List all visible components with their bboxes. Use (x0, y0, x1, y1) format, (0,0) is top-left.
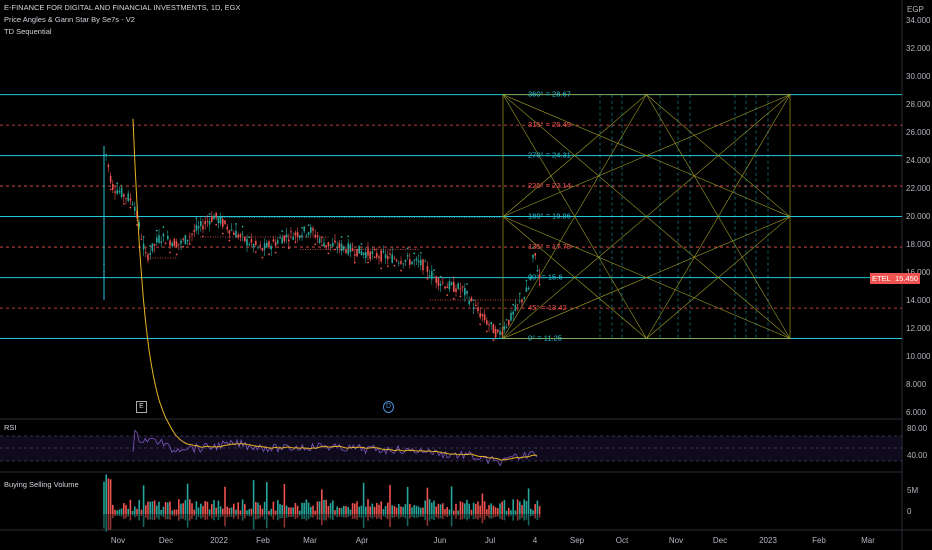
time-tick-label: Dec (713, 536, 727, 545)
volume-pane: 5M 0 (103, 474, 918, 532)
time-tick-label: Nov (669, 536, 683, 545)
price-tick-label: 26.000 (906, 128, 931, 137)
price-tick-label: 8.000 (906, 380, 927, 389)
last-price-symbol-tag: ETEL (870, 273, 893, 284)
last-price-tag: 15.450 (893, 273, 920, 284)
price-tick-label: 16.000 (906, 268, 931, 277)
gann-star-box (502, 94, 791, 339)
time-tick-label: 4 (533, 536, 538, 545)
td-sequential-marks (103, 182, 541, 342)
time-tick-label: Oct (616, 536, 629, 545)
rsi-pane: 80.00 40.00 (0, 118, 928, 467)
time-tick-label: Nov (111, 536, 125, 545)
volume-tick-5m: 5M (907, 486, 918, 495)
rsi-tick-40: 40.00 (907, 451, 928, 460)
price-tick-label: 30.000 (906, 72, 931, 81)
time-tick-label: Jun (434, 536, 447, 545)
price-tick-label: 10.000 (906, 352, 931, 361)
gann-level-label: 180° = 19.96 (528, 212, 571, 221)
time-tick-label: 2022 (210, 536, 228, 545)
price-tick-label: 28.000 (906, 100, 931, 109)
earnings-marker-icon[interactable]: E (136, 401, 147, 413)
time-tick-label: 2023 (759, 536, 777, 545)
symbol-title[interactable]: E-FINANCE FOR DIGITAL AND FINANCIAL INVE… (4, 3, 241, 12)
time-tick-label: Sep (570, 536, 585, 545)
price-tick-label: 18.000 (906, 240, 931, 249)
rsi-tick-80: 80.00 (907, 424, 928, 433)
dividend-marker-icon[interactable]: D (383, 401, 394, 413)
gann-level-label: 90° = 15.6 (528, 273, 563, 282)
rsi-ma-line (132, 118, 538, 461)
gann-level-label: 225° = 22.14 (528, 181, 571, 190)
time-tick-label: Jul (485, 536, 495, 545)
time-tick-label: Feb (812, 536, 826, 545)
price-tick-label: 12.000 (906, 324, 931, 333)
time-tick-label: Mar (861, 536, 875, 545)
price-tick-label: 22.000 (906, 184, 931, 193)
gann-level-label: 315° = 26.49 (528, 120, 571, 129)
candlestick-series (103, 146, 541, 340)
gann-level-label: 45° = 13.42 (528, 303, 567, 312)
currency-label: EGP (907, 5, 924, 14)
price-axis[interactable]: 34.000 32.000 30.000 28.000 26.000 24.000 22.0… (906, 16, 931, 417)
price-tick-label: 20.000 (906, 212, 931, 221)
time-tick-label: Feb (256, 536, 270, 545)
time-tick-label: Apr (356, 536, 369, 545)
time-tick-label: Dec (159, 536, 173, 545)
gann-level-lines (0, 94, 902, 339)
gann-level-label: 270° = 24.31 (528, 151, 571, 160)
time-tick-label: Mar (303, 536, 317, 545)
rsi-title[interactable]: RSI (4, 423, 17, 432)
price-tick-label: 6.000 (906, 408, 927, 417)
volume-tick-0: 0 (907, 507, 912, 516)
gann-level-label: 0° = 11.25 (528, 334, 562, 343)
volume-title[interactable]: Buying Selling Volume (4, 480, 79, 489)
rsi-line (132, 429, 538, 467)
gann-level-label: 360° = 28.67 (528, 90, 571, 99)
gann-level-label: 135° = 17.78 (528, 242, 571, 251)
price-tick-label: 32.000 (906, 44, 931, 53)
indicator-td-title[interactable]: TD Sequential (4, 27, 52, 36)
gann-level-labels: 360° = 28.67 315° = 26.49 270° = 24.31 225°… (528, 90, 571, 343)
time-axis[interactable]: Nov Dec 2022 Feb Mar Apr Jun Jul 4 Sep Oct Nov Dec 20… (111, 536, 875, 545)
indicator-gann-title[interactable]: Price Angles & Gann Star By Se7s - V2 (4, 15, 135, 24)
price-tick-label: 24.000 (906, 156, 931, 165)
price-tick-label: 14.000 (906, 296, 931, 305)
price-tick-label: 34.000 (906, 16, 931, 25)
